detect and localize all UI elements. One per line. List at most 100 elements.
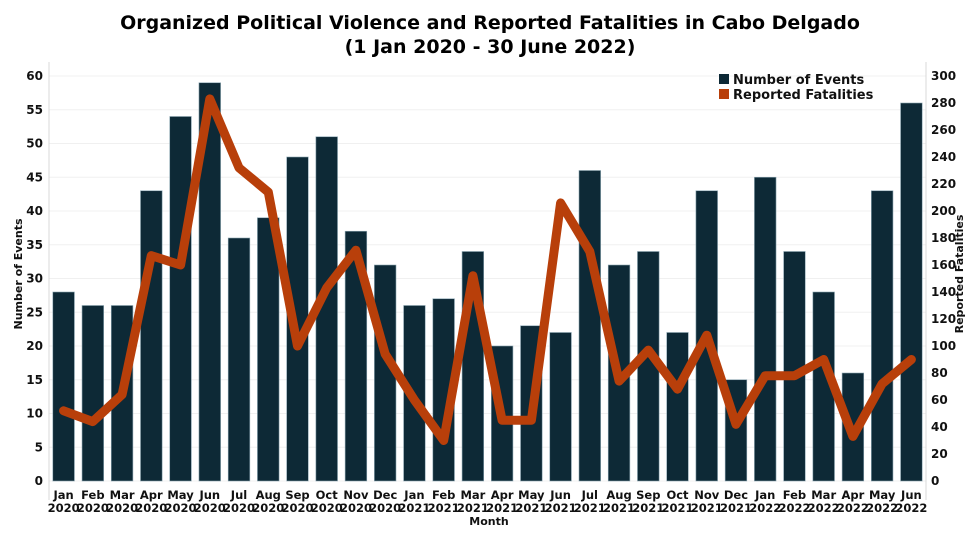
x-tick-month: Jun	[549, 488, 571, 502]
x-axis-label: Month	[469, 515, 508, 528]
legend: Number of Events Reported Fatalities	[719, 73, 874, 103]
y2-tick-label: 40	[931, 420, 948, 434]
bar-jul-2020	[227, 237, 251, 482]
y-tick-label: 40	[26, 204, 43, 218]
x-tick-year: 2021	[691, 501, 723, 515]
x-tick-year: 2021	[632, 501, 664, 515]
bar-jun-2020	[198, 82, 221, 482]
x-tick-month: Jun	[198, 488, 220, 502]
x-tick-year: 2020	[106, 501, 138, 515]
x-tick-month: Apr	[491, 488, 514, 502]
bar-may-2022	[871, 190, 894, 482]
y2-tick-label: 160	[931, 258, 956, 272]
y-axis-label: Number of Events	[12, 218, 25, 329]
x-tick-month: Aug	[256, 488, 281, 502]
bar-apr-2020	[140, 190, 163, 482]
x-tick-month: Aug	[606, 488, 631, 502]
x-tick-year: 2020	[223, 501, 255, 515]
x-tick-year: 2022	[749, 501, 781, 515]
y2-tick-label: 100	[931, 339, 956, 353]
bar-nov-2020	[344, 230, 368, 482]
x-tick-year: 2021	[486, 501, 518, 515]
legend-label-fatalities: Reported Fatalities	[733, 88, 874, 103]
y2-tick-label: 140	[931, 285, 956, 299]
x-tick-year: 2021	[428, 501, 460, 515]
y-tick-label: 0	[35, 474, 43, 488]
y-tick-label: 35	[26, 238, 43, 252]
x-tick-year: 2021	[603, 501, 635, 515]
y2-tick-label: 180	[931, 231, 956, 245]
x-tick-year: 2021	[457, 501, 489, 515]
y-tick-label: 5	[35, 440, 43, 454]
y2-tick-label: 220	[931, 177, 956, 191]
x-tick-month: Jul	[230, 488, 247, 502]
y-tick-label: 55	[26, 103, 43, 117]
x-tick-month: May	[869, 488, 896, 502]
y-tick-label: 30	[26, 272, 43, 286]
chart-subtitle: (1 Jan 2020 - 30 June 2022)	[345, 36, 636, 58]
x-tick-month: Jan	[52, 488, 73, 502]
bar-jun-2022	[900, 102, 923, 482]
x-tick-year: 2020	[194, 501, 226, 515]
x-tick-year: 2020	[77, 501, 109, 515]
y2-tick-label: 200	[931, 204, 956, 218]
x-tick-year: 2022	[895, 501, 927, 515]
x-tick-month: Dec	[724, 488, 748, 502]
fatalities-line	[59, 94, 916, 445]
x-tick-year: 2020	[369, 501, 401, 515]
bar-feb-2020	[81, 305, 104, 482]
x-tick-year: 2020	[311, 501, 343, 515]
x-tick-month: Feb	[432, 488, 455, 502]
x-tick-year: 2020	[48, 501, 80, 515]
x-tick-month: Sep	[636, 488, 660, 502]
bar-oct-2021	[666, 332, 689, 482]
x-tick-month: Feb	[783, 488, 806, 502]
bar-jun-2021	[549, 332, 572, 482]
x-tick-month: Oct	[316, 488, 339, 502]
bar-aug-2020	[257, 217, 280, 482]
x-tick-year: 2022	[778, 501, 810, 515]
y2-tick-label: 80	[931, 366, 948, 380]
y2-tick-label: 300	[931, 69, 956, 83]
x-tick-year: 2020	[135, 501, 167, 515]
y2-tick-label: 0	[931, 474, 939, 488]
x-tick-year: 2022	[837, 501, 869, 515]
y2-tick-label: 20	[931, 447, 948, 461]
bar-jul-2021	[578, 170, 601, 482]
bar-may-2020	[169, 116, 192, 482]
x-tick-month: Apr	[842, 488, 865, 502]
x-tick-year: 2020	[252, 501, 284, 515]
y2-tick-label: 120	[931, 312, 956, 326]
y-tick-label: 60	[26, 69, 43, 83]
line-reported-fatalities	[59, 94, 916, 445]
bar-jan-2022	[754, 176, 777, 482]
right-axis-ticks: 0 20 40 60 80 100 120 140 160 180 200 220 240 260 280 3…	[931, 69, 956, 488]
x-tick-year: 2021	[662, 501, 694, 515]
x-tick-year: 2020	[165, 501, 197, 515]
x-tick-month: Sep	[285, 488, 309, 502]
y-tick-label: 15	[26, 373, 43, 387]
y2-tick-label: 240	[931, 150, 956, 164]
bar-jan-2020	[52, 291, 75, 482]
y-tick-label: 20	[26, 339, 43, 353]
x-tick-year: 2022	[808, 501, 840, 515]
y-tick-label: 50	[26, 137, 43, 151]
y2-tick-label: 60	[931, 393, 948, 407]
x-tick-year: 2020	[340, 501, 372, 515]
x-tick-month: Mar	[460, 488, 485, 502]
y2-tick-label: 260	[931, 123, 956, 137]
x-tick-month: Nov	[694, 488, 720, 502]
x-tick-year: 2021	[515, 501, 547, 515]
x-tick-year: 2021	[720, 501, 752, 515]
chart-title: Organized Political Violence and Reporte…	[120, 12, 860, 34]
x-tick-year: 2021	[545, 501, 577, 515]
x-tick-month: Jan	[403, 488, 424, 502]
legend-swatch-fatalities	[719, 89, 729, 99]
x-tick-month: Jun	[900, 488, 922, 502]
x-tick-year: 2021	[574, 501, 606, 515]
x-tick-month: Feb	[81, 488, 104, 502]
x-tick-month: May	[167, 488, 194, 502]
x-tick-month: Dec	[373, 488, 397, 502]
y-tick-label: 25	[26, 305, 43, 319]
